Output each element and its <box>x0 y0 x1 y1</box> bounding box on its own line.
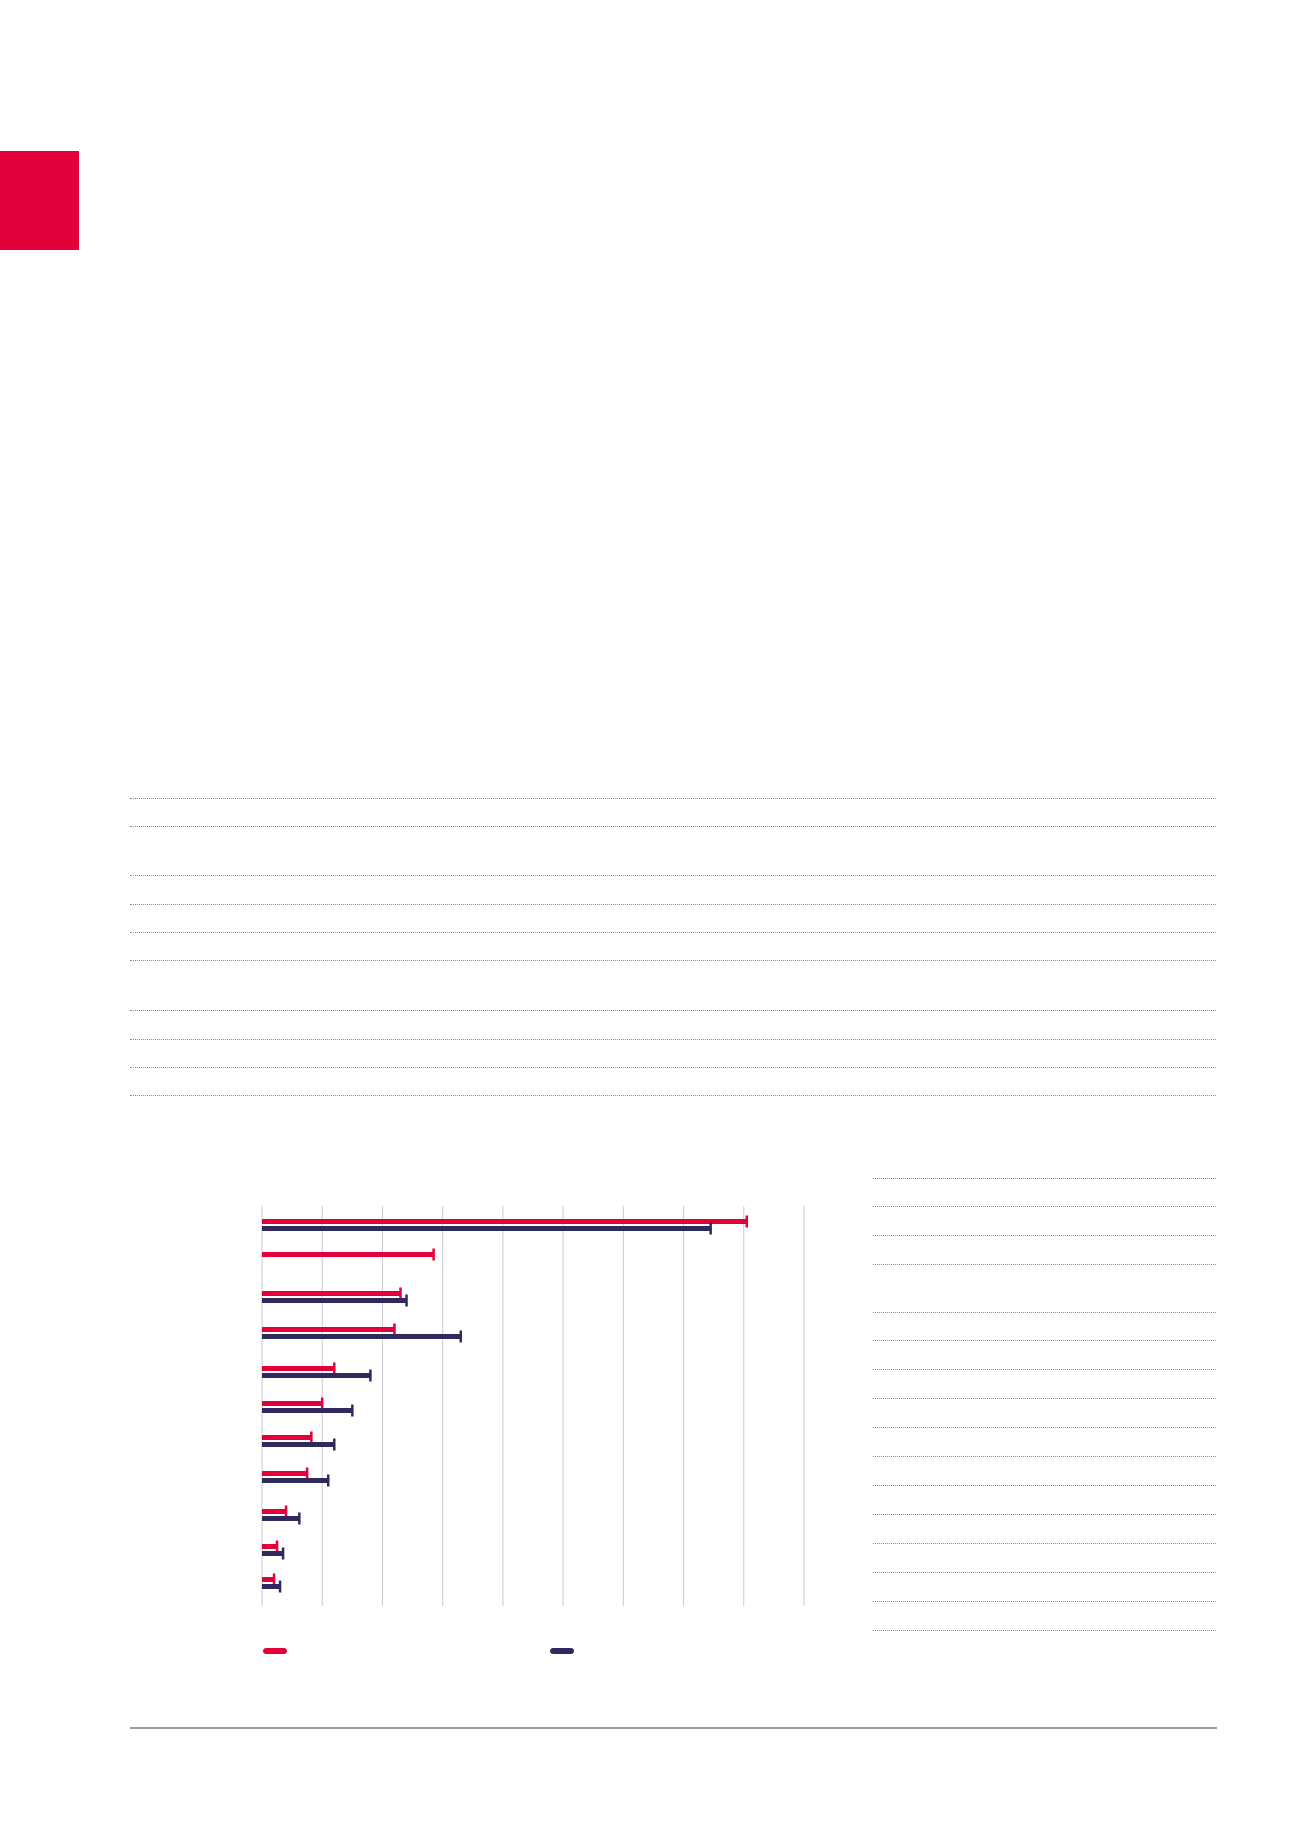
side-table-row-rule <box>873 1543 1216 1544</box>
table-row-rule <box>130 904 1216 905</box>
table-row-rule <box>130 826 1216 827</box>
bar-series-a-4 <box>262 1327 395 1332</box>
side-table-row-rule <box>873 1572 1216 1573</box>
bar-series-b-1 <box>262 1226 711 1231</box>
side-table-row-rule <box>873 1264 1216 1265</box>
bar-series-b-4 <box>262 1334 461 1339</box>
legend-swatch-series-a <box>263 1648 287 1654</box>
bar-series-a-6 <box>262 1401 323 1406</box>
table-row-rule <box>130 1039 1216 1040</box>
table-row-rule <box>130 932 1216 933</box>
bar-series-b-6 <box>262 1408 353 1413</box>
bar-series-b-3 <box>262 1298 407 1303</box>
bar-series-a-10 <box>262 1544 278 1549</box>
side-table-row-rule <box>873 1369 1216 1370</box>
side-table-row-rule <box>873 1206 1216 1207</box>
bar-series-a-5 <box>262 1366 335 1371</box>
bar-series-b-5 <box>262 1373 371 1378</box>
bar-series-a-2 <box>262 1252 434 1257</box>
table-row-rule <box>130 1010 1216 1011</box>
footer-rule <box>130 1727 1217 1729</box>
bar-series-a-1 <box>262 1219 747 1224</box>
side-table-row-rule <box>873 1398 1216 1399</box>
side-table-row-rule <box>873 1630 1216 1631</box>
side-table-row-rule <box>873 1456 1216 1457</box>
bar-series-a-11 <box>262 1577 275 1582</box>
bar-series-b-10 <box>262 1551 284 1556</box>
side-table-row-rule <box>873 1178 1216 1179</box>
table-row-rule <box>130 960 1216 961</box>
side-table-row-rule <box>873 1312 1216 1313</box>
bar-series-a-9 <box>262 1509 287 1514</box>
table-row-rule <box>130 1067 1216 1068</box>
bar-series-b-9 <box>262 1516 300 1521</box>
bar-series-b-11 <box>262 1584 281 1589</box>
side-table-row-rule <box>873 1485 1216 1486</box>
bar-series-b-7 <box>262 1442 335 1447</box>
side-table-row-rule <box>873 1235 1216 1236</box>
table-row-rule <box>130 798 1216 799</box>
side-table-row-rule <box>873 1427 1216 1428</box>
bar-series-b-8 <box>262 1478 329 1483</box>
side-table-row-rule <box>873 1514 1216 1515</box>
bar-series-a-8 <box>262 1471 308 1476</box>
side-table-row-rule <box>873 1340 1216 1341</box>
side-table-row-rule <box>873 1601 1216 1602</box>
section-tab <box>0 151 79 250</box>
table-row-rule <box>130 875 1216 876</box>
table-row-rule <box>130 1095 1216 1096</box>
bar-series-a-3 <box>262 1291 401 1296</box>
legend-swatch-series-b <box>550 1648 574 1654</box>
bar-series-a-7 <box>262 1435 312 1440</box>
